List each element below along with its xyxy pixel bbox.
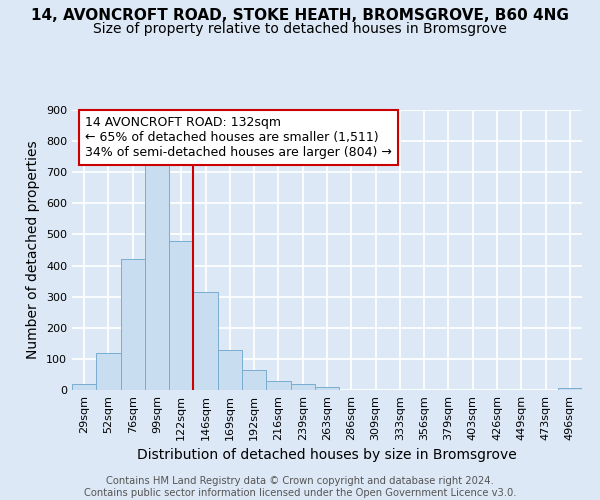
Text: 14 AVONCROFT ROAD: 132sqm
← 65% of detached houses are smaller (1,511)
34% of se: 14 AVONCROFT ROAD: 132sqm ← 65% of detac… bbox=[85, 116, 392, 159]
Bar bbox=[242, 370, 266, 390]
Bar bbox=[72, 384, 96, 390]
Bar bbox=[558, 388, 582, 390]
Bar bbox=[218, 350, 242, 390]
Bar bbox=[193, 292, 218, 390]
Bar bbox=[266, 380, 290, 390]
Text: Contains HM Land Registry data © Crown copyright and database right 2024.
Contai: Contains HM Land Registry data © Crown c… bbox=[84, 476, 516, 498]
X-axis label: Distribution of detached houses by size in Bromsgrove: Distribution of detached houses by size … bbox=[137, 448, 517, 462]
Bar bbox=[169, 240, 193, 390]
Y-axis label: Number of detached properties: Number of detached properties bbox=[26, 140, 40, 360]
Text: Size of property relative to detached houses in Bromsgrove: Size of property relative to detached ho… bbox=[93, 22, 507, 36]
Bar bbox=[145, 162, 169, 390]
Text: 14, AVONCROFT ROAD, STOKE HEATH, BROMSGROVE, B60 4NG: 14, AVONCROFT ROAD, STOKE HEATH, BROMSGR… bbox=[31, 8, 569, 22]
Bar bbox=[315, 387, 339, 390]
Bar bbox=[121, 260, 145, 390]
Bar bbox=[290, 384, 315, 390]
Bar bbox=[96, 352, 121, 390]
